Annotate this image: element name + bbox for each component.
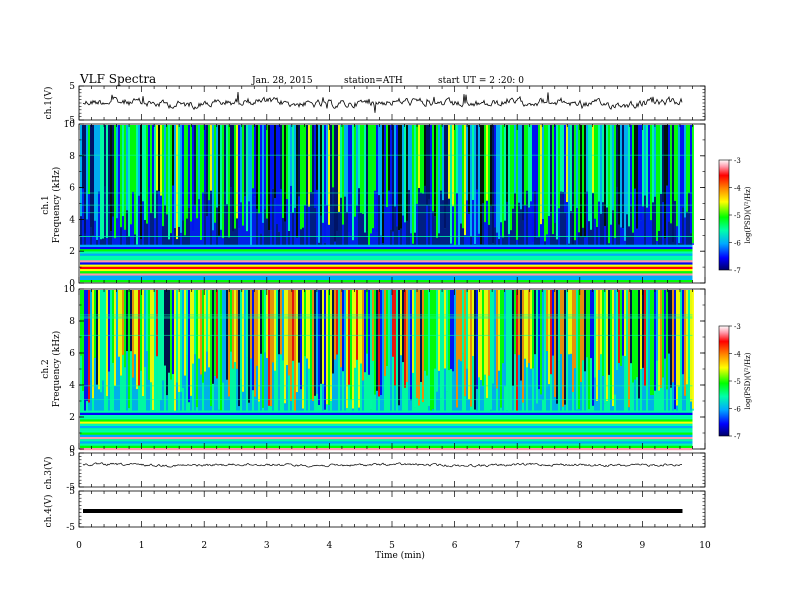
ch2-spec-ylabel: ch.2 [41, 359, 51, 378]
xtick-label-1: 1 [139, 541, 145, 551]
ch4wave-trace [83, 509, 683, 513]
xtick-label-4: 4 [327, 541, 333, 551]
xtick-label-10: 10 [699, 541, 711, 551]
ytick-label: 2 [69, 247, 75, 257]
colorbar-tick-label: -4 [734, 185, 741, 193]
ytick-label: 5 [69, 487, 75, 497]
start-time-label: start UT = 2 :20: 0 [438, 76, 524, 86]
ch3-waveform-panel [82, 462, 683, 468]
ch1wave-trace [82, 92, 683, 113]
colorbar-ch2-label: log(PSD)(V²/Hz) [744, 352, 752, 409]
ytick-label: 10 [64, 285, 76, 295]
xtick-label-0: 0 [76, 541, 82, 551]
ch1-wave-ylabel: ch.1(V) [43, 87, 54, 120]
ch1-spec-ylabel: ch.1 [41, 195, 51, 214]
x-axis-title: Time (min) [375, 550, 425, 561]
ch3-wave-ylabel: ch.3(V) [43, 457, 54, 490]
colorbar-ch1-gradient [718, 159, 730, 271]
colorbar-ch1-label: log(PSD)(V²/Hz) [744, 186, 752, 243]
ch4-wave-ylabel: ch.4(V) [43, 495, 54, 528]
colorbar-tick-label: -4 [734, 351, 741, 359]
xtick-label-9: 9 [640, 541, 646, 551]
colorbar-tick-label: -3 [734, 157, 741, 165]
ch3wave-trace [82, 462, 683, 468]
colorbar-tick-label: -5 [734, 212, 741, 220]
ch1-spec-freq-label: Frequency (kHz) [51, 167, 62, 244]
ytick-label: 5 [69, 82, 75, 92]
ytick-label: 8 [69, 317, 75, 327]
ch2-spectrogram [80, 290, 694, 451]
colorbar-tick-label: -3 [734, 323, 741, 331]
ch1-waveform-panel [82, 92, 683, 113]
xtick-label-7: 7 [514, 541, 520, 551]
xtick-label-3: 3 [264, 541, 270, 551]
ytick-label: 6 [69, 184, 75, 194]
ytick-label: 2 [69, 413, 75, 423]
y-axis-labels: ch.1(V) ch.1 Frequency (kHz) ch.2 Freque… [41, 87, 62, 528]
colorbar-tick-label: -6 [734, 240, 741, 248]
ytick-label: 4 [69, 381, 75, 391]
ytick-label: -5 [66, 116, 75, 126]
ytick-label: 6 [69, 349, 75, 359]
ytick-label: -5 [66, 523, 75, 533]
ytick-label: 0 [69, 445, 75, 455]
colorbar-ch2: -3 -4 -5 -6 -7 log(PSD)(V²/Hz) [718, 323, 752, 441]
xtick-label-5: 5 [389, 541, 395, 551]
ytick-label: -5 [66, 483, 75, 493]
xtick-label-8: 8 [577, 541, 583, 551]
ytick-label: 5 [69, 449, 75, 459]
colorbar-ch2-gradient [718, 325, 730, 437]
ch1-spectrogram [80, 125, 694, 283]
ytick-label: 4 [69, 215, 75, 225]
ch4-waveform-panel [83, 509, 683, 513]
date-label: Jan. 28, 2015 [251, 76, 313, 86]
colorbar-tick-label: -7 [734, 433, 741, 441]
ytick-label: 8 [69, 152, 75, 162]
colorbar-tick-label: -6 [734, 406, 741, 414]
colorbar-ch1: -3 -4 -5 -6 -7 log(PSD)(V²/Hz) [718, 157, 752, 275]
figure-title: VLF Spectra [79, 72, 156, 86]
xtick-label-2: 2 [201, 541, 207, 551]
ytick-label: 10 [64, 120, 76, 130]
station-label: station=ATH [344, 76, 403, 86]
ch2-spec-freq-label: Frequency (kHz) [51, 331, 62, 408]
ytick-label: 0 [69, 279, 75, 289]
colorbar-tick-label: -7 [734, 267, 741, 275]
colorbar-tick-label: -5 [734, 378, 741, 386]
xtick-label-6: 6 [452, 541, 458, 551]
